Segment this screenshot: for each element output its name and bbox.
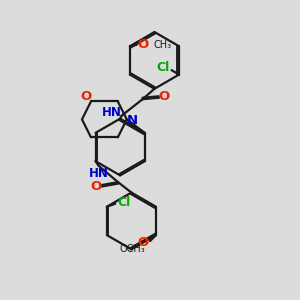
Text: CH₃: CH₃ <box>154 40 172 50</box>
Text: O: O <box>137 38 149 51</box>
Text: HN: HN <box>88 167 109 180</box>
Text: O: O <box>80 91 91 103</box>
Text: Cl: Cl <box>157 61 170 74</box>
Text: O: O <box>91 180 102 193</box>
Text: HN: HN <box>102 106 122 118</box>
Text: OCH₃: OCH₃ <box>119 244 145 254</box>
Text: O: O <box>159 90 170 103</box>
Text: O: O <box>138 236 149 249</box>
Text: N: N <box>127 114 138 128</box>
Text: Cl: Cl <box>117 196 130 209</box>
